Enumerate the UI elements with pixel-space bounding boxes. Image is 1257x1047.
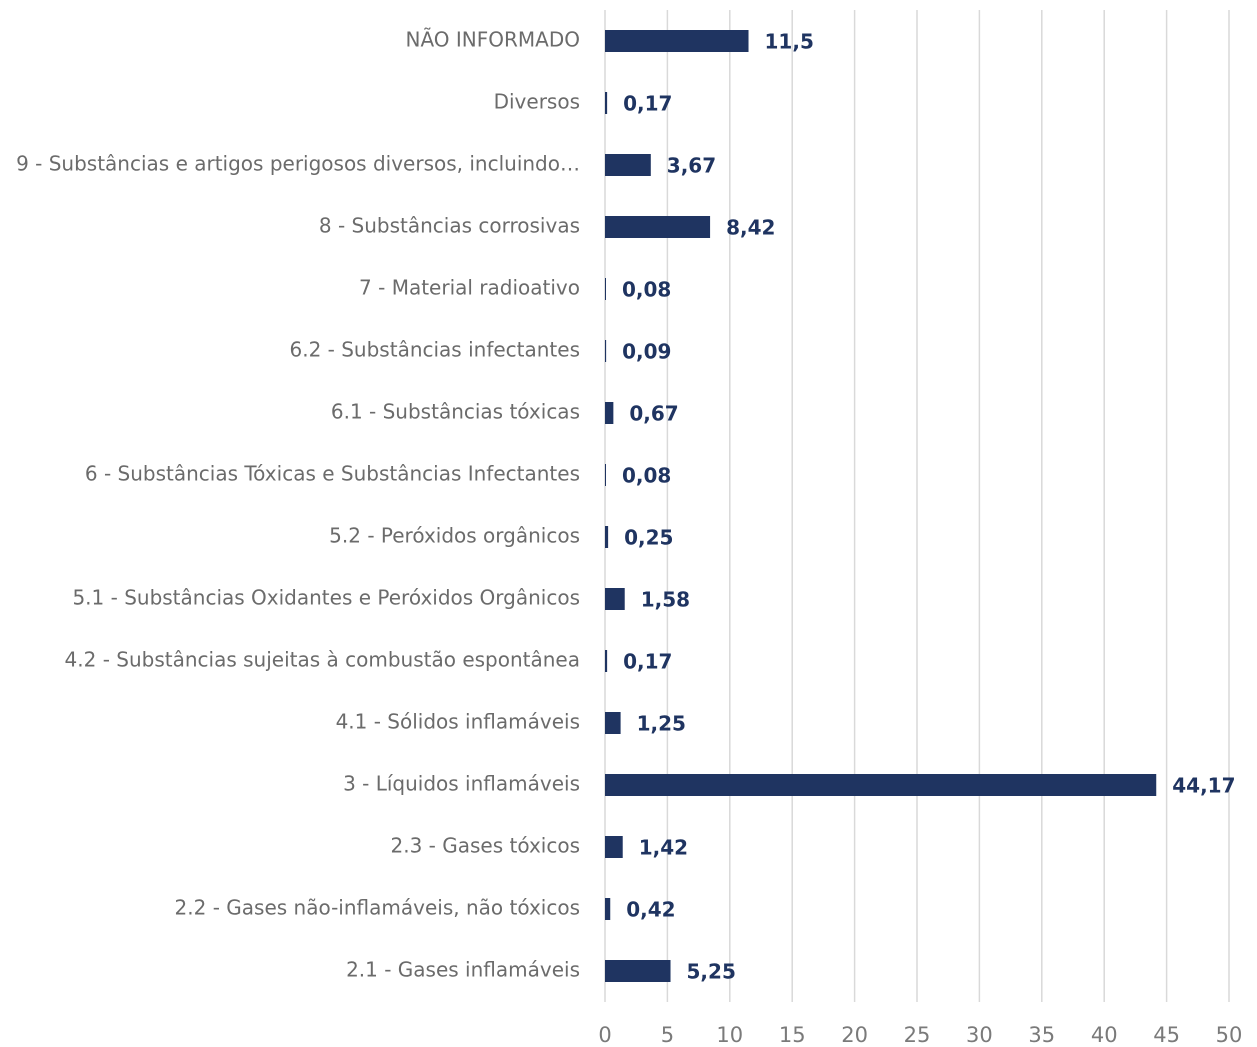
- category-label: 3 - Líquidos inflamáveis: [343, 772, 580, 796]
- value-label: 0,42: [626, 898, 675, 922]
- value-label: 11,5: [765, 30, 814, 54]
- category-label: 2.3 - Gases tóxicos: [390, 834, 580, 858]
- value-label: 1,25: [637, 712, 686, 736]
- category-label: 5.1 - Substâncias Oxidantes e Peróxidos …: [72, 586, 580, 610]
- bar: [605, 650, 608, 672]
- value-label: 44,17: [1172, 774, 1235, 798]
- bar: [605, 30, 749, 52]
- category-label: 9 - Substâncias e artigos perigosos dive…: [16, 152, 580, 176]
- category-label: 6.2 - Substâncias infectantes: [290, 338, 581, 362]
- bar: [605, 836, 623, 858]
- bar: [605, 526, 609, 548]
- value-label: 0,08: [622, 464, 671, 488]
- bar: [605, 216, 711, 238]
- value-label: 0,25: [624, 526, 673, 550]
- category-label: 2.2 - Gases não-inflamáveis, não tóxicos: [175, 896, 580, 920]
- bar: [605, 278, 606, 300]
- x-tick-label: 45: [1153, 1023, 1180, 1047]
- bar: [605, 464, 606, 486]
- value-label: 5,25: [687, 960, 736, 984]
- x-tick-label: 35: [1028, 1023, 1055, 1047]
- value-label: 0,17: [623, 92, 672, 116]
- bar: [605, 340, 607, 362]
- value-label: 8,42: [726, 216, 775, 240]
- bar: [605, 154, 651, 176]
- value-label: 0,08: [622, 278, 671, 302]
- category-label: 4.1 - Sólidos inflamáveis: [336, 710, 580, 734]
- value-label: 0,17: [623, 650, 672, 674]
- x-tick-label: 30: [966, 1023, 993, 1047]
- category-label: 5.2 - Peróxidos orgânicos: [329, 524, 580, 548]
- x-tick-label: 40: [1091, 1023, 1118, 1047]
- value-label: 0,09: [622, 340, 671, 364]
- value-label: 3,67: [667, 154, 716, 178]
- category-label: 6 - Substâncias Tóxicas e Substâncias In…: [85, 462, 580, 486]
- bar: [605, 774, 1157, 796]
- category-label: Diversos: [494, 90, 580, 114]
- category-label: 8 - Substâncias corrosivas: [319, 214, 580, 238]
- value-label: 1,58: [641, 588, 690, 612]
- value-label: 0,67: [629, 402, 678, 426]
- category-label: NÃO INFORMADO: [406, 28, 580, 52]
- x-tick-label: 15: [779, 1023, 806, 1047]
- bar: [605, 898, 611, 920]
- x-tick-label: 5: [661, 1023, 674, 1047]
- category-label: 7 - Material radioativo: [359, 276, 580, 300]
- x-tick-label: 10: [716, 1023, 743, 1047]
- value-label: 1,42: [639, 836, 688, 860]
- bar: [605, 960, 671, 982]
- x-tick-label: 50: [1216, 1023, 1243, 1047]
- bar: [605, 588, 625, 610]
- bar: [605, 402, 614, 424]
- category-label: 6.1 - Substâncias tóxicas: [331, 400, 580, 424]
- category-label: 4.2 - Substâncias sujeitas à combustão e…: [65, 648, 580, 672]
- x-tick-label: 20: [841, 1023, 868, 1047]
- x-tick-label: 0: [598, 1023, 611, 1047]
- bar: [605, 92, 608, 114]
- x-tick-label: 25: [904, 1023, 931, 1047]
- category-label: 2.1 - Gases inflamáveis: [346, 958, 580, 982]
- bar: [605, 712, 621, 734]
